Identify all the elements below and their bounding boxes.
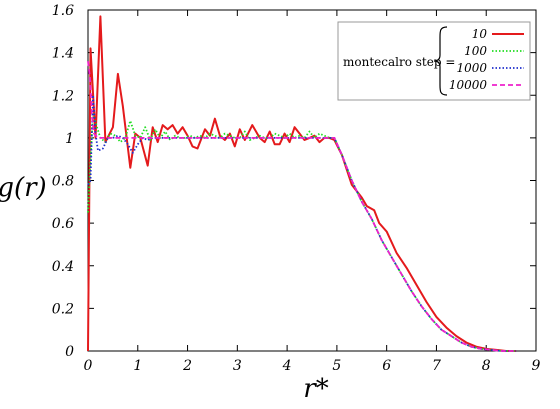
x-tick-label: 5 bbox=[332, 358, 341, 374]
y-tick-label: 0.8 bbox=[52, 174, 74, 190]
x-axis-label: r* bbox=[303, 374, 328, 404]
axis-ticks: 0 1 2 3 4 5 6 7 8 9 0 0.2 0.4 0.6 0.8 1 1.2 1.4 1.6 bbox=[52, 3, 541, 374]
y-tick-label: 0 bbox=[65, 344, 74, 360]
y-axis-label: g(r) bbox=[0, 173, 47, 203]
y-tick-label: 1.6 bbox=[52, 3, 74, 19]
series-line-10000 bbox=[87, 61, 517, 352]
y-tick-label: 1 bbox=[65, 131, 74, 147]
x-tick-label: 3 bbox=[233, 358, 242, 374]
x-tick-label: 8 bbox=[482, 358, 491, 374]
legend-entry-label: 1000 bbox=[456, 61, 487, 75]
x-tick-label: 9 bbox=[532, 358, 541, 374]
x-tick-label: 1 bbox=[133, 358, 142, 374]
series-line-10 bbox=[87, 15, 517, 352]
legend-entry-label: 10 bbox=[472, 27, 488, 41]
legend-title: montecalro step = bbox=[343, 55, 455, 69]
legend-entries: 10 100 1000 10000 bbox=[449, 27, 524, 92]
x-tick-label: 7 bbox=[432, 358, 441, 374]
x-tick-label: 0 bbox=[84, 358, 93, 374]
y-tick-label: 0.6 bbox=[52, 216, 74, 232]
legend-entry-label: 100 bbox=[464, 44, 487, 58]
y-tick-label: 1.2 bbox=[52, 88, 74, 104]
series-layer bbox=[87, 15, 517, 352]
legend-entry-label: 10000 bbox=[449, 78, 488, 92]
legend: montecalro step = 10 100 1000 10000 bbox=[337, 21, 531, 101]
x-tick-label: 2 bbox=[182, 358, 192, 374]
legend-brace bbox=[433, 26, 448, 96]
y-tick-label: 0.4 bbox=[52, 259, 74, 275]
series-line-100 bbox=[87, 111, 517, 352]
y-tick-label: 1.4 bbox=[52, 46, 74, 62]
y-tick-label: 0.2 bbox=[52, 301, 74, 317]
x-tick-label: 6 bbox=[382, 358, 391, 374]
x-tick-label: 4 bbox=[282, 358, 292, 374]
